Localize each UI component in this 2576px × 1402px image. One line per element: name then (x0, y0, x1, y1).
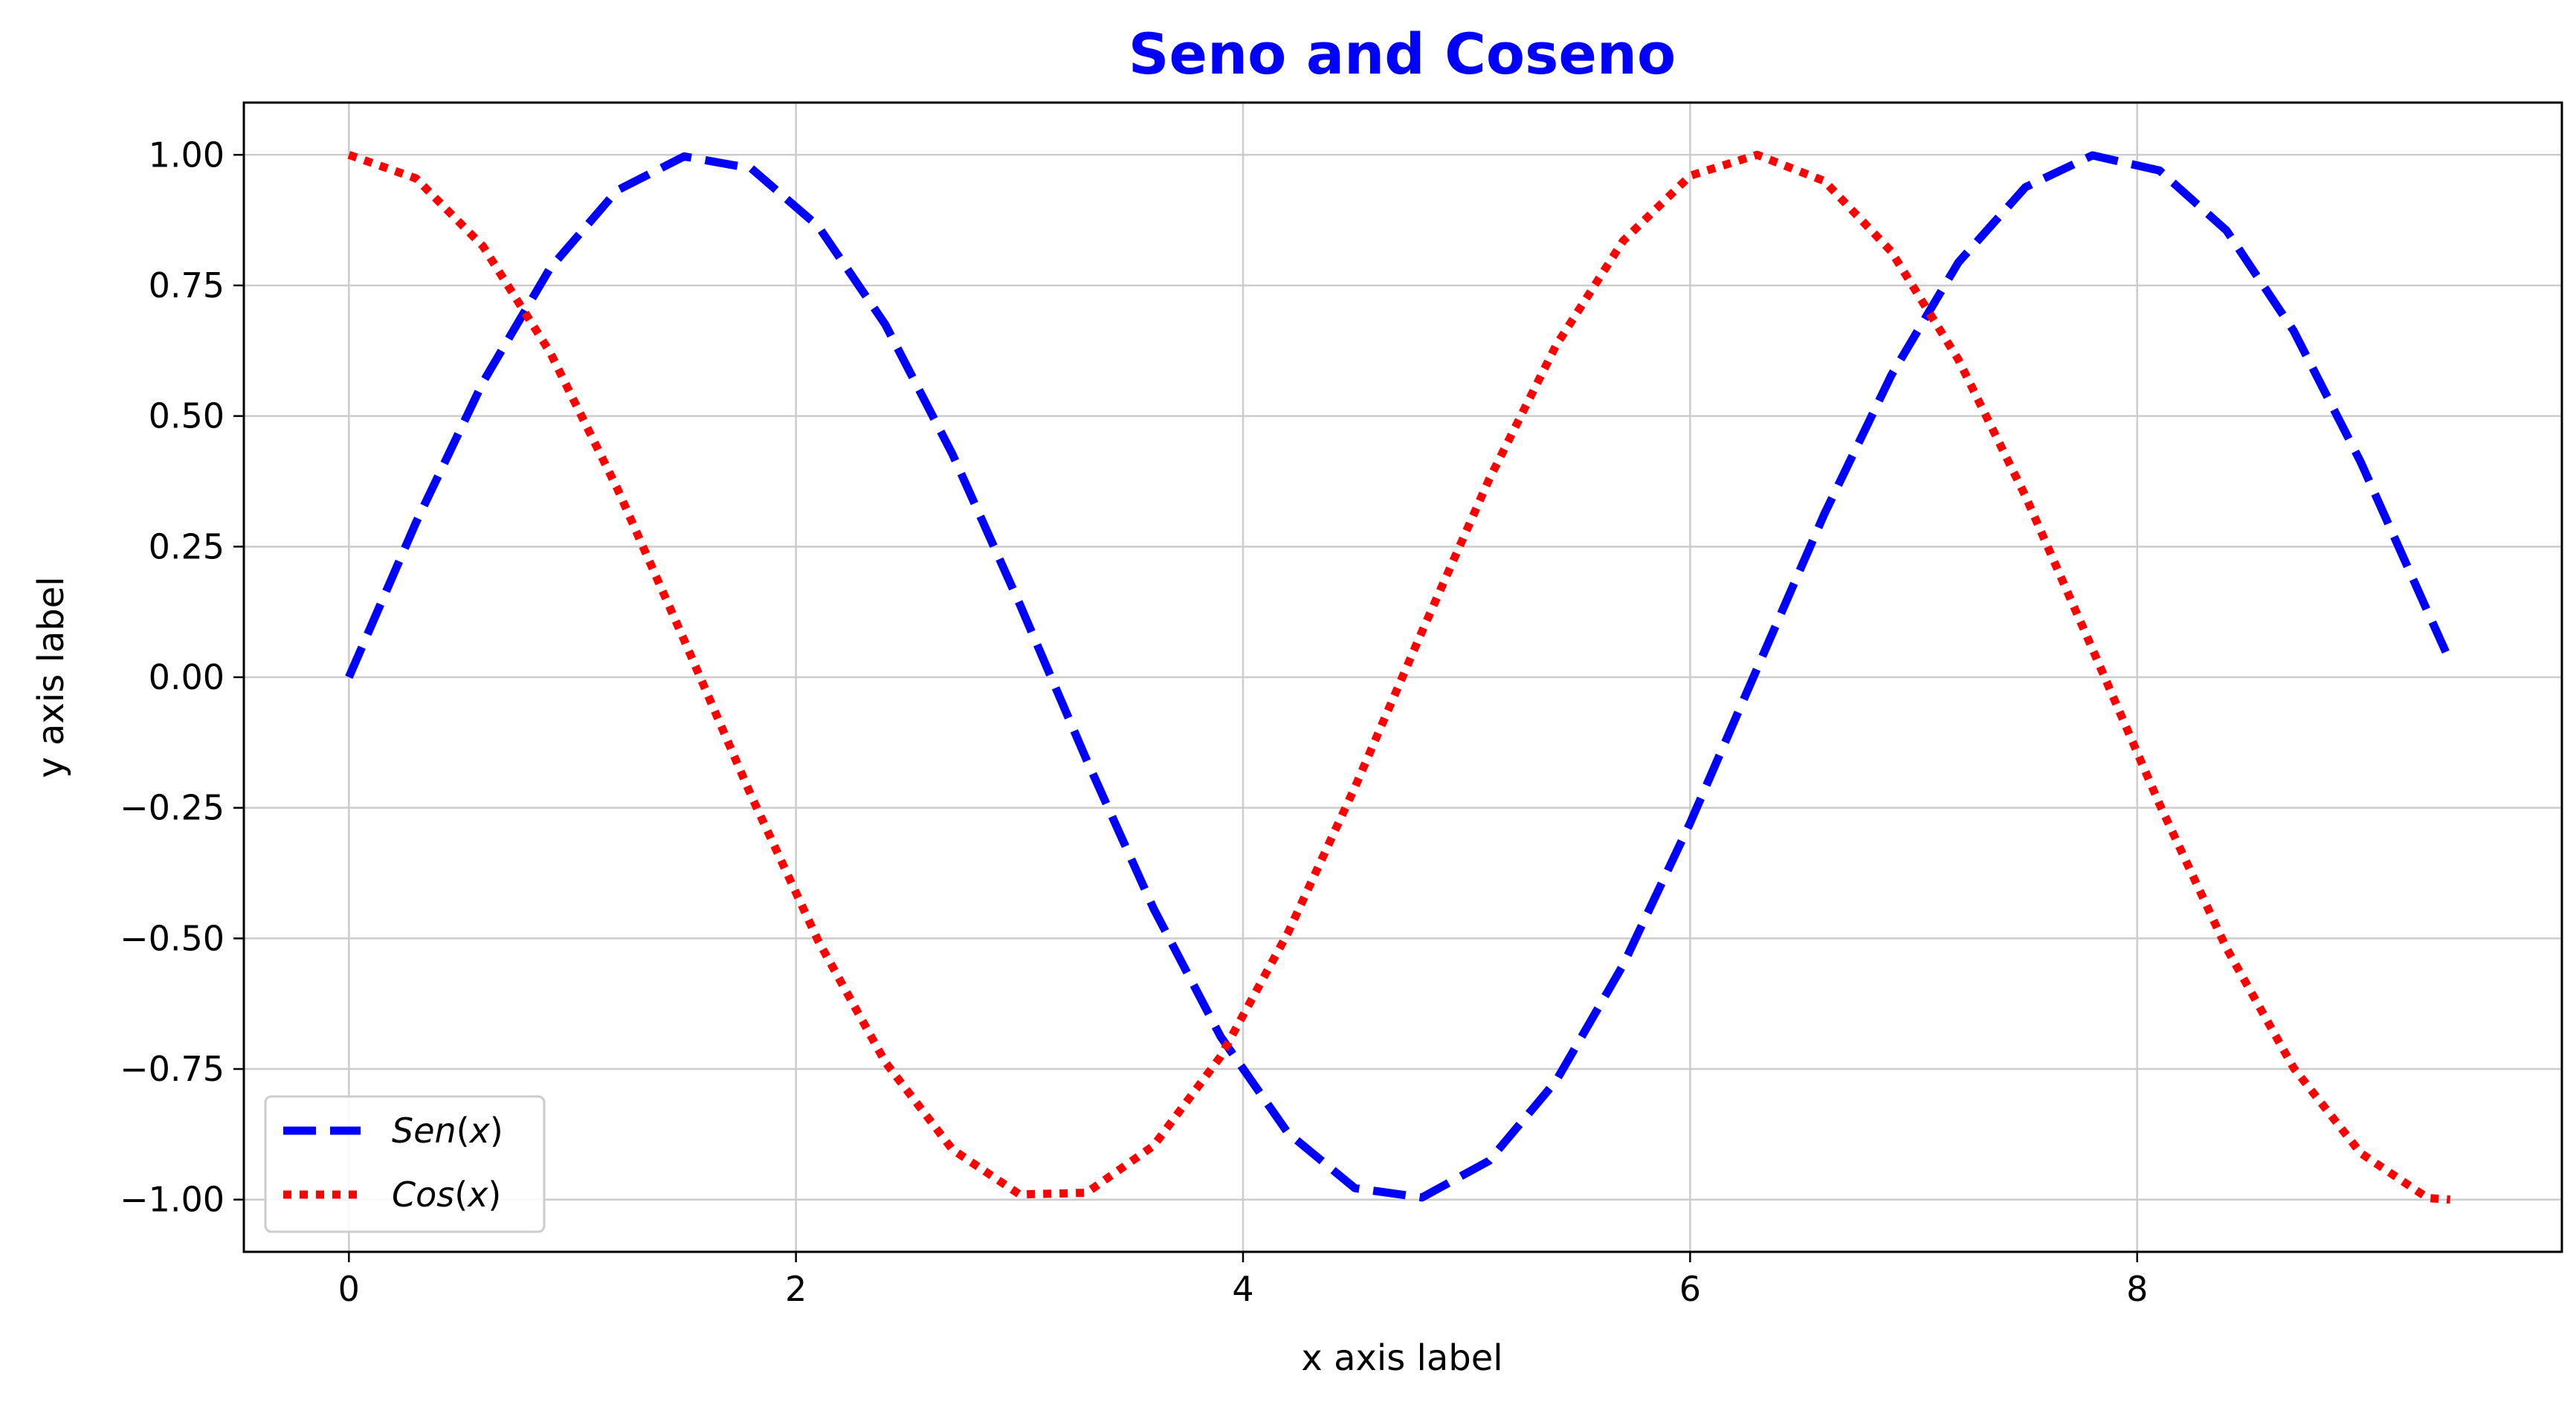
y-tick-label: −1.00 (120, 1180, 225, 1220)
series-line-cos (347, 150, 2451, 1204)
legend-label-cos: Cos(x) (392, 1175, 501, 1215)
y-tick-label: 0.25 (149, 526, 225, 566)
y-tick-label: 0.00 (149, 657, 225, 697)
y-tick-label: 1.00 (149, 135, 225, 175)
y-tick-label: 0.50 (149, 396, 225, 436)
axis-ticks: 0 2 4 6 8 1.00 0.75 0.50 0.25 0.00 −0.25 −0.50 −0.75… (120, 135, 2148, 1309)
y-tick-label: 0.75 (149, 265, 225, 306)
x-tick-label: 6 (1679, 1269, 1701, 1309)
y-tick-label: −0.75 (120, 1049, 225, 1089)
series-line-sen (345, 151, 2454, 1202)
y-axis-label: y axis label (30, 576, 72, 778)
y-tick-label: −0.25 (120, 788, 225, 828)
y-tick-label: −0.50 (120, 918, 225, 958)
legend: Sen(x) Cos(x) (264, 1095, 546, 1233)
x-tick-label: 8 (2126, 1269, 2148, 1309)
x-tick-label: 0 (338, 1269, 360, 1309)
x-tick-label: 2 (785, 1269, 807, 1309)
x-tick-label: 4 (1232, 1269, 1253, 1309)
series-lines (345, 150, 2454, 1204)
legend-label-sen: Sen(x) (392, 1111, 503, 1151)
x-axis-label: x axis label (1301, 1337, 1502, 1379)
chart-title: Seno and Coseno (1129, 21, 1676, 87)
